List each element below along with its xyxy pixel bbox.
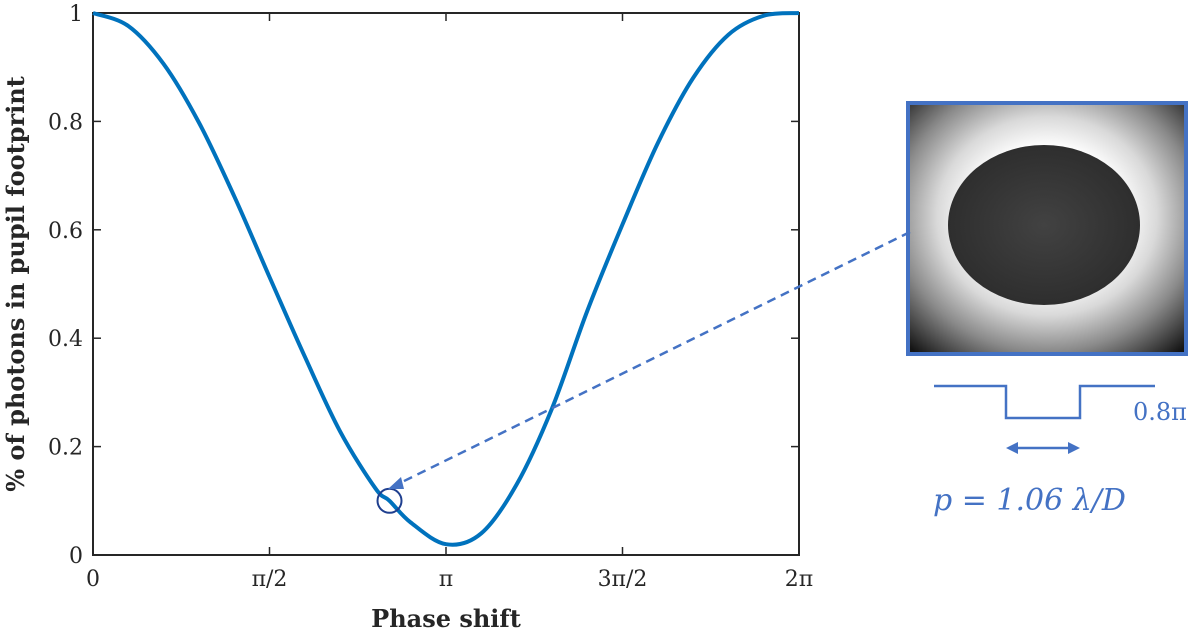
x-tick-label: 3π/2 bbox=[598, 567, 648, 592]
ticks bbox=[92, 12, 800, 556]
x-tick-label: π/2 bbox=[252, 567, 288, 592]
axes-box bbox=[92, 12, 800, 556]
x-axis-title: Phase shift bbox=[371, 604, 521, 633]
y-tick-label: 0.2 bbox=[48, 436, 83, 461]
y-tick-label: 1 bbox=[69, 2, 83, 27]
x-tick-label: π bbox=[439, 567, 453, 592]
data-line bbox=[92, 11, 800, 547]
y-tick-label: 0.6 bbox=[48, 219, 83, 244]
y-tick-label: 0 bbox=[69, 544, 83, 569]
pulse-depth-label: 0.8π bbox=[1133, 398, 1187, 426]
pupil-inset-image bbox=[906, 101, 1188, 356]
phase-step-profile bbox=[934, 384, 1155, 454]
tick-labels: 0 π/2 π 3π/2 2π 0 0.2 0.4 0.6 0.8 1 bbox=[48, 2, 813, 592]
callout-arrow bbox=[388, 230, 911, 489]
inset-frame bbox=[906, 101, 1188, 356]
x-tick-label: 2π bbox=[785, 567, 813, 592]
period-label: p = 1.06 λ/D bbox=[933, 483, 1126, 518]
plot-area: 0 π/2 π 3π/2 2π 0 0.2 0.4 0.6 0.8 1 bbox=[48, 2, 813, 592]
pupil-dark-core bbox=[948, 145, 1140, 305]
y-tick-label: 0.8 bbox=[48, 110, 83, 135]
x-tick-label: 0 bbox=[86, 567, 100, 592]
y-tick-label: 0.4 bbox=[48, 327, 83, 352]
y-axis-title: % of photons in pupil footprint bbox=[1, 76, 30, 492]
